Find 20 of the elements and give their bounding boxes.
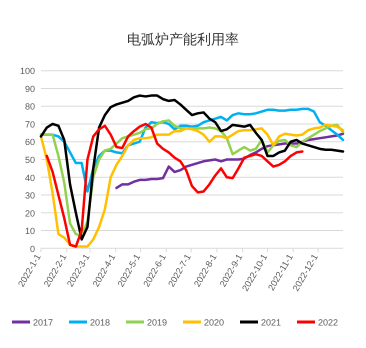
y-tick-label: 0	[30, 244, 35, 254]
y-tick-label: 20	[24, 208, 35, 218]
legend-label: 2022	[318, 318, 338, 328]
line-series	[40, 94, 344, 241]
y-tick-label: 100	[20, 66, 35, 76]
y-tick-label: 60	[24, 137, 35, 148]
chart-title: 电弧炉产能利用率	[127, 31, 239, 47]
y-tick-label: 30	[24, 190, 35, 201]
y-tick-label: 70	[24, 119, 35, 130]
y-tick-label: 80	[24, 102, 35, 112]
y-tick-label: 50	[24, 155, 35, 165]
y-tick-label: 10	[24, 226, 35, 236]
legend-label: 2019	[147, 318, 168, 328]
legend-label: 2020	[204, 318, 224, 328]
line-series	[46, 122, 304, 248]
legend-label: 2021	[261, 318, 282, 328]
legend-label: 2018	[90, 318, 110, 328]
legend-label: 2017	[33, 318, 54, 328]
y-tick-label: 40	[24, 172, 35, 183]
y-tick-label: 90	[24, 84, 35, 94]
